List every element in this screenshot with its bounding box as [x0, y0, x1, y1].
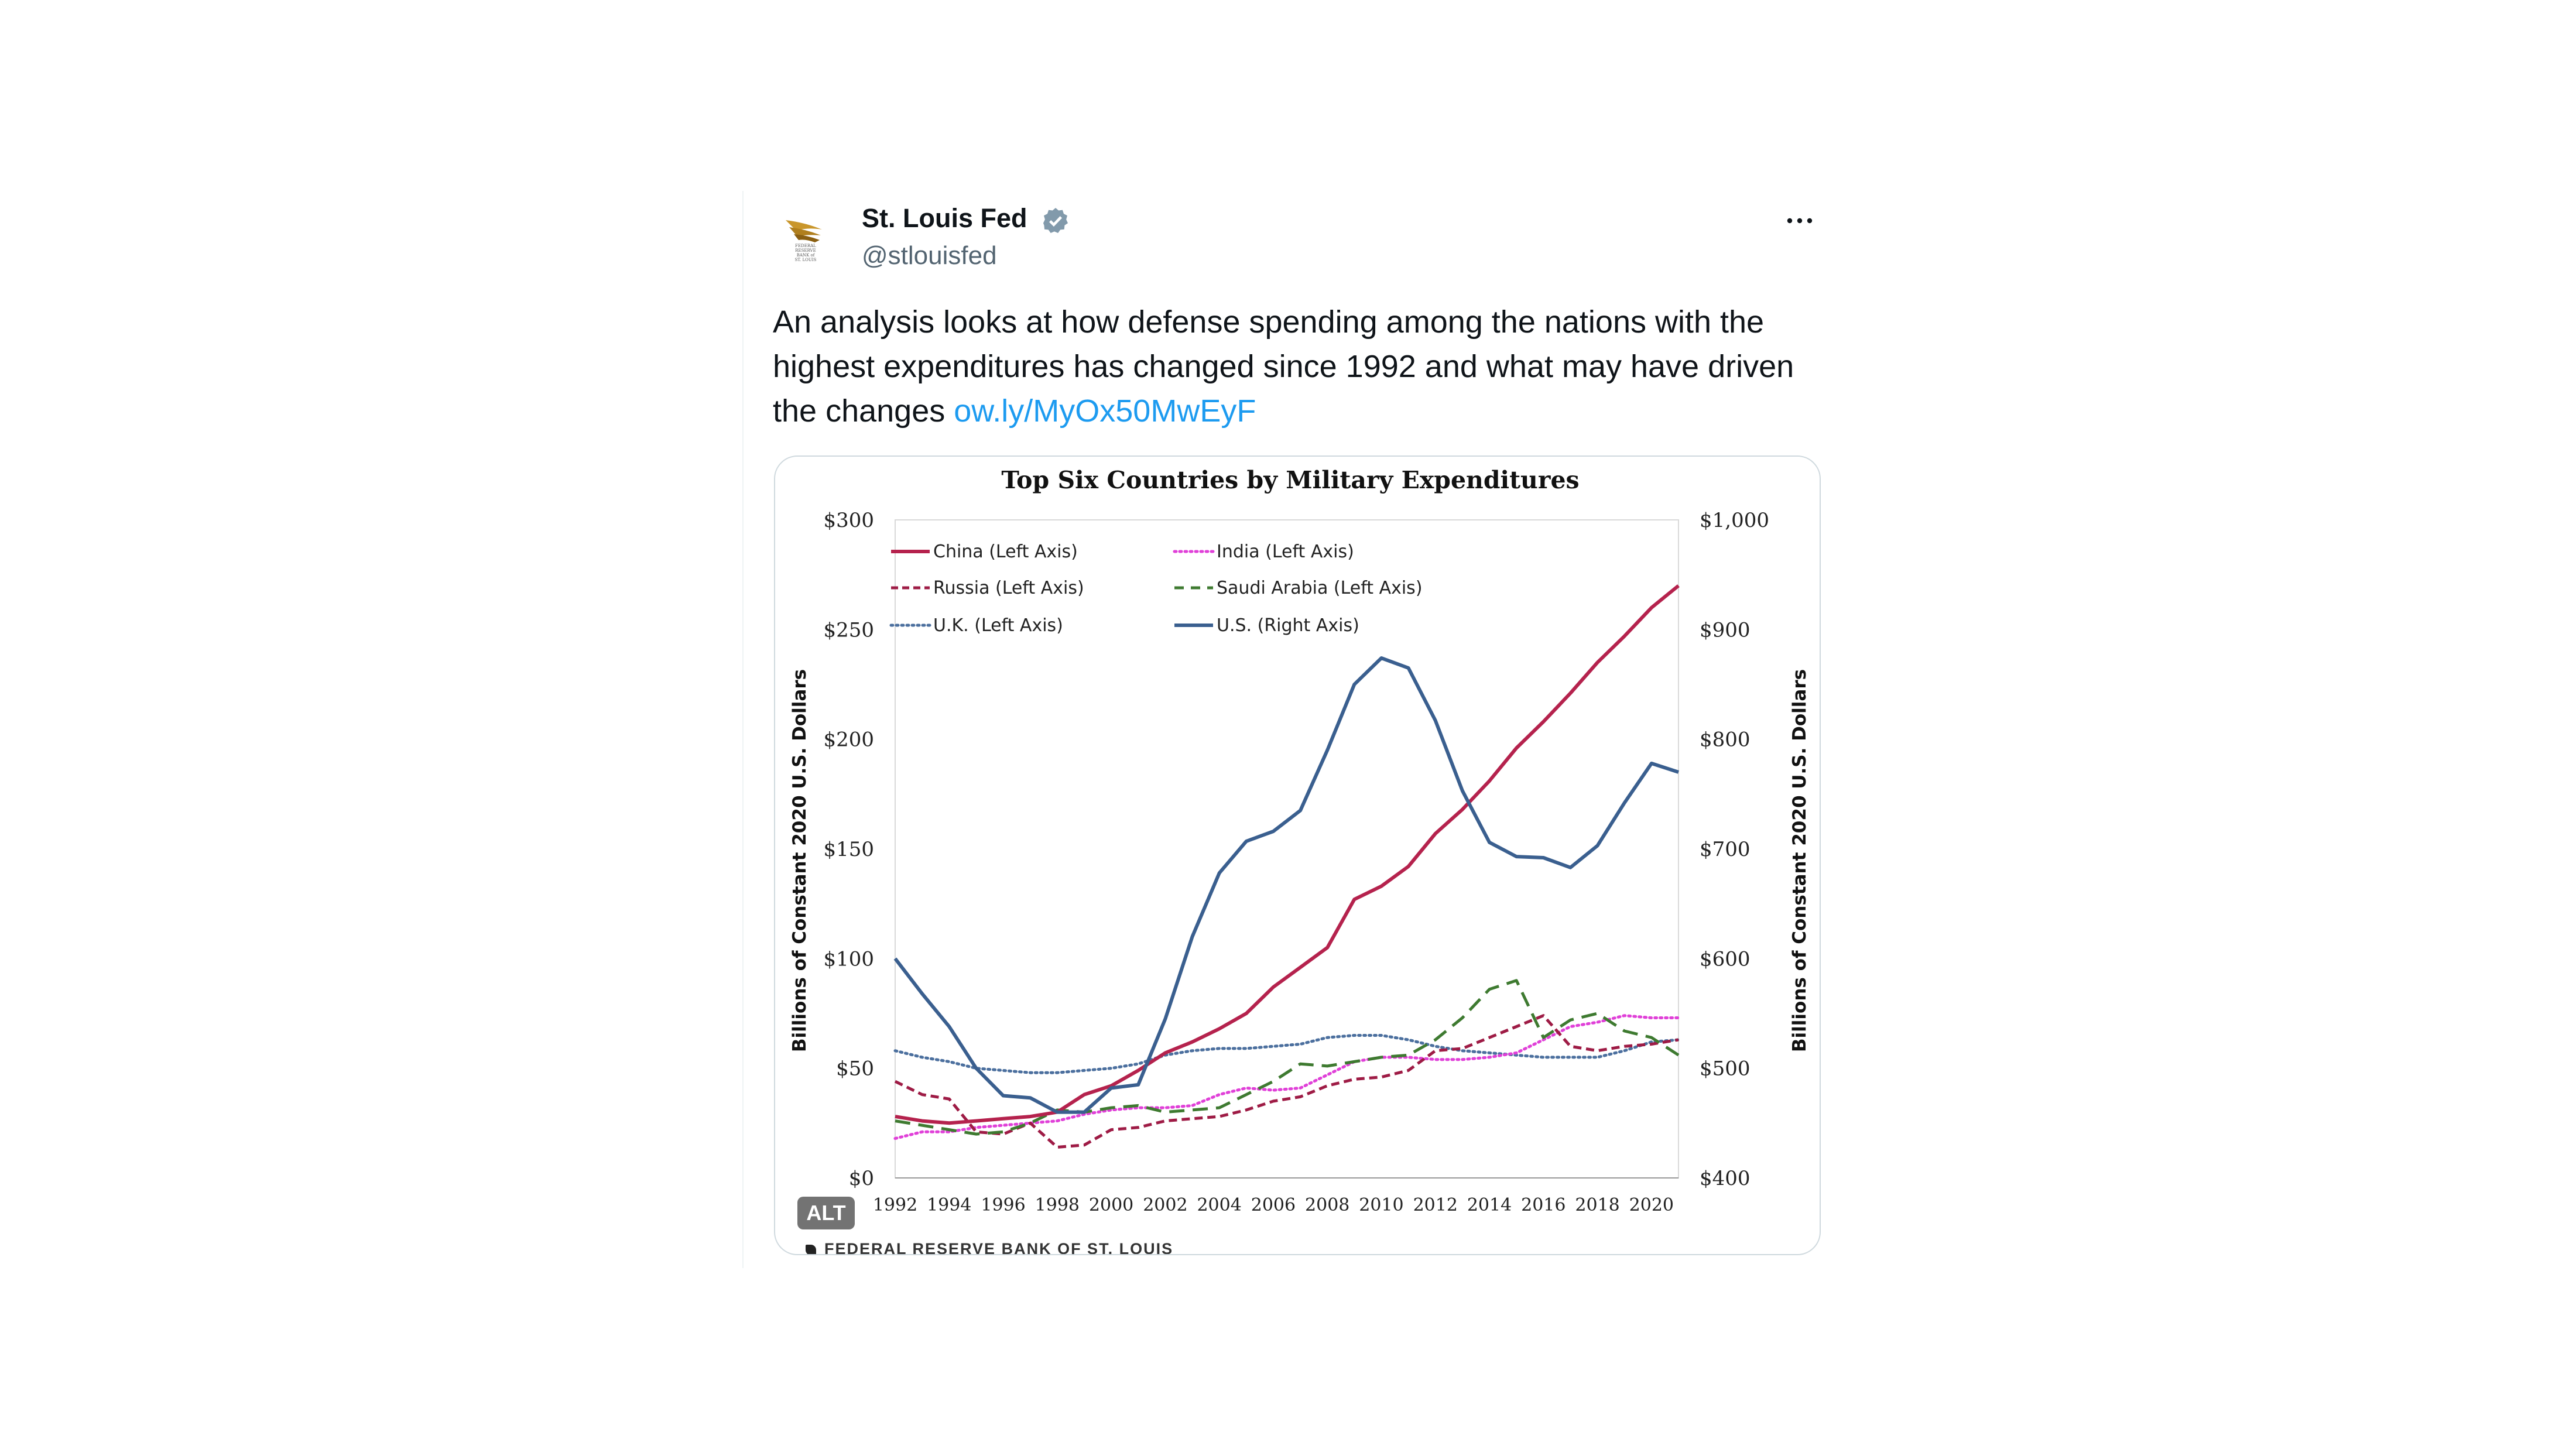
tweet-text: An analysis looks at how defense spendin… — [773, 300, 1821, 433]
y-axis-label-right: Billions of Constant 2020 U.S. Dollars — [1789, 669, 1810, 1052]
y-tick-label-right: $800 — [1700, 728, 1751, 752]
y-tick-label-right: $700 — [1700, 838, 1751, 861]
legend-label: U.K. (Left Axis) — [933, 615, 1063, 636]
legend-label: U.S. (Right Axis) — [1217, 615, 1359, 636]
x-tick-label: 1992 — [873, 1195, 917, 1215]
avatar-text-line: RESERVE — [795, 248, 816, 253]
y-tick-label-right: $600 — [1700, 947, 1751, 971]
tweet-media[interactable]: $0 $50 $100 $150 $200 $250 $300 $400 $500 $600 $70… — [774, 455, 1821, 1255]
legend-label: India (Left Axis) — [1217, 542, 1354, 562]
avatar-text-line: BANK of — [796, 253, 815, 258]
x-tick-label: 2012 — [1413, 1195, 1458, 1215]
x-tick-label: 2002 — [1143, 1195, 1187, 1215]
tweet-body: An analysis looks at how defense spendin… — [773, 304, 1794, 429]
alt-text-badge[interactable]: ALT — [797, 1197, 855, 1229]
verified-badge-icon — [1043, 208, 1068, 234]
avatar-text-line: ST. LOUIS — [794, 258, 817, 262]
x-tick-label: 2014 — [1467, 1195, 1512, 1215]
tweet-card: FEDERAL RESERVE BANK of ST. LOUIS St. Louis… — [742, 191, 1837, 1268]
x-tick-label: 2000 — [1089, 1195, 1133, 1215]
legend-label: Russia (Left Axis) — [933, 578, 1084, 598]
y-tick-label-left: $200 — [823, 728, 874, 752]
fed-logo-icon — [806, 1245, 816, 1254]
x-tick-label: 2020 — [1629, 1195, 1674, 1215]
y-tick-label-left: $50 — [836, 1057, 874, 1081]
y-tick-label-left: $300 — [823, 509, 874, 532]
y-axis-label-left: Billions of Constant 2020 U.S. Dollars — [789, 669, 810, 1052]
x-tick-label: 2018 — [1575, 1195, 1619, 1215]
author-handle[interactable]: @stlouisfed — [862, 241, 997, 270]
military-expenditures-chart: $0 $50 $100 $150 $200 $250 $300 $400 $500 $600 $70… — [789, 466, 1810, 1215]
x-tick-label: 2006 — [1251, 1195, 1296, 1215]
x-tick-label: 2016 — [1521, 1195, 1566, 1215]
x-tick-label: 2008 — [1305, 1195, 1349, 1215]
y-tick-label-right: $500 — [1700, 1057, 1751, 1081]
eagle-logo-icon — [773, 204, 838, 269]
avatar-text-line: FEDERAL — [795, 244, 816, 248]
series-line-russia — [894, 1014, 1679, 1149]
author-name[interactable]: St. Louis Fed — [862, 203, 1027, 233]
legend-label: Saudi Arabia (Left Axis) — [1217, 578, 1423, 598]
chart-source: FEDERAL RESERVE BANK OF ST. LOUIS — [806, 1240, 1174, 1255]
x-tick-label: 2010 — [1359, 1195, 1403, 1215]
x-tick-label: 1998 — [1035, 1195, 1080, 1215]
more-options-icon[interactable] — [1782, 212, 1817, 229]
series-line-india — [893, 1014, 1680, 1140]
chart-title: Top Six Countries by Military Expenditur… — [1001, 466, 1579, 494]
chart-source-text: FEDERAL RESERVE BANK OF ST. LOUIS — [824, 1240, 1174, 1255]
y-tick-label-left: $100 — [823, 947, 874, 971]
avatar[interactable]: FEDERAL RESERVE BANK of ST. LOUIS — [773, 204, 838, 269]
x-tick-label: 1996 — [981, 1195, 1025, 1215]
y-tick-label-right: $400 — [1700, 1167, 1751, 1190]
x-tick-label: 1994 — [927, 1195, 971, 1215]
series-line-saudi-arabia — [895, 979, 1680, 1136]
series-line-u-s- — [893, 656, 1679, 1114]
tweet-link[interactable]: ow.ly/MyOx50MwEyF — [954, 393, 1256, 429]
series-line-u-k- — [893, 1034, 1680, 1074]
series-line-china — [895, 584, 1680, 1125]
y-tick-label-left: $250 — [823, 618, 874, 642]
y-tick-label-right: $1,000 — [1700, 509, 1769, 532]
y-tick-label-left: $0 — [849, 1167, 874, 1190]
avatar-text: FEDERAL RESERVE BANK of ST. LOUIS — [773, 244, 838, 262]
legend-label: China (Left Axis) — [933, 542, 1078, 562]
x-tick-label: 2004 — [1197, 1195, 1241, 1215]
y-tick-label-right: $900 — [1700, 618, 1751, 642]
y-tick-label-left: $150 — [823, 838, 874, 861]
